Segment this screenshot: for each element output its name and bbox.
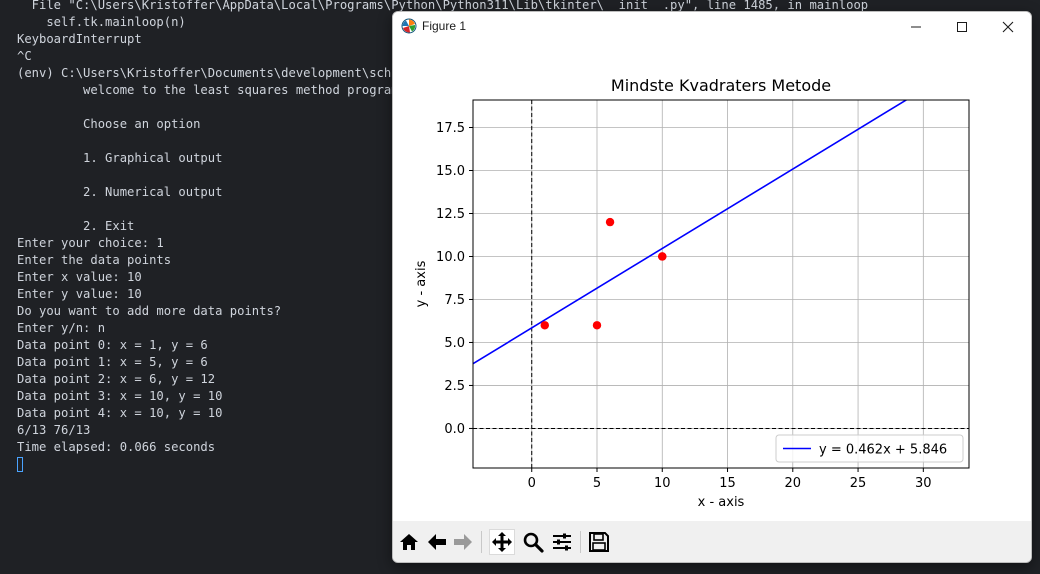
toolbar-separator bbox=[580, 531, 581, 553]
terminal-line: Data point 1: x = 5, y = 6 bbox=[17, 355, 208, 369]
axes-frame bbox=[472, 99, 970, 469]
back-button[interactable] bbox=[424, 529, 450, 555]
chart-svg: 0 5 10 15 20 25 30 0.0 2.5 5.0 7.5 10.0 12.5 15.0 17.5… bbox=[414, 76, 970, 510]
terminal-line: Do you want to add more data points? bbox=[17, 304, 282, 318]
terminal-line: Data point 2: x = 6, y = 12 bbox=[17, 372, 216, 386]
maximize-icon bbox=[957, 21, 967, 32]
terminal-line: KeyboardInterrupt bbox=[17, 32, 142, 46]
x-tick-label: 0 bbox=[528, 476, 536, 491]
close-button[interactable] bbox=[985, 12, 1031, 41]
y-tick-label: 12.5 bbox=[436, 207, 465, 222]
window-titlebar[interactable]: Figure 1 bbox=[393, 12, 1031, 41]
arrow-right-icon bbox=[454, 534, 472, 550]
data-point bbox=[605, 217, 615, 227]
terminal-line: (env) C:\Users\Kristoffer\Documents\deve… bbox=[17, 66, 414, 80]
terminal-line: Enter the data points bbox=[17, 253, 172, 267]
configure-subplots-button[interactable] bbox=[549, 529, 575, 555]
terminal-line: Data point 3: x = 10, y = 10 bbox=[17, 389, 223, 403]
y-tick-label: 10.0 bbox=[436, 250, 465, 265]
arrow-left-icon bbox=[428, 534, 446, 550]
legend-box bbox=[775, 434, 964, 463]
terminal-line: Time elapsed: 0.066 seconds bbox=[17, 440, 216, 454]
plot-canvas[interactable]: 0 5 10 15 20 25 30 0.0 2.5 5.0 7.5 10.0 12.5 15.0 17.5… bbox=[393, 41, 1031, 521]
terminal-line: self.tk.mainloop(n) bbox=[17, 15, 186, 29]
chart-title: Mindste Kvadraters Metode bbox=[611, 76, 831, 95]
minimize-icon bbox=[911, 26, 921, 27]
y-tick-label: 15.0 bbox=[436, 164, 465, 179]
x-tick-label: 20 bbox=[785, 476, 802, 491]
zoom-button[interactable] bbox=[520, 529, 546, 555]
terminal-line: Data point 0: x = 1, y = 6 bbox=[17, 338, 208, 352]
x-tick-label: 30 bbox=[915, 476, 932, 491]
terminal-line: Enter y/n: n bbox=[17, 321, 106, 335]
pan-button[interactable] bbox=[489, 529, 515, 555]
figure-window: Figure 1 0 5 10 15 20 25 30 0.0 2.5 5.0 7.5 10.0 12.… bbox=[392, 11, 1032, 563]
y-tick-label: 17.5 bbox=[436, 121, 465, 136]
home-icon bbox=[400, 534, 418, 550]
terminal-cursor bbox=[17, 457, 23, 472]
matplotlib-app-icon bbox=[401, 18, 417, 34]
window-title: Figure 1 bbox=[422, 19, 467, 33]
y-axis-label: y - axis bbox=[414, 260, 429, 307]
y-tick-label: 0.0 bbox=[444, 422, 465, 437]
terminal-line: 2. Numerical output bbox=[17, 185, 223, 199]
navigation-toolbar bbox=[393, 521, 1031, 562]
terminal-line: File "C:\Users\Kristoffer\AppData\Local\… bbox=[17, 0, 869, 12]
terminal-line: 2. Exit bbox=[17, 219, 135, 233]
legend-label: y = 0.462x + 5.846 bbox=[819, 443, 947, 458]
move-icon bbox=[492, 532, 512, 552]
terminal-line: Enter y value: 10 bbox=[17, 287, 142, 301]
floppy-disk-icon bbox=[589, 532, 609, 552]
terminal-line: welcome to the least squares method prog… bbox=[17, 83, 399, 97]
terminal-line: 6/13 76/13 bbox=[17, 423, 91, 437]
regression-line bbox=[473, 100, 908, 365]
toolbar-separator bbox=[481, 531, 482, 553]
x-tick-label: 5 bbox=[593, 476, 601, 491]
sliders-icon bbox=[553, 533, 571, 551]
data-point bbox=[592, 321, 602, 330]
forward-button[interactable] bbox=[450, 529, 476, 555]
data-point bbox=[658, 252, 667, 261]
x-tick-label: 15 bbox=[719, 476, 736, 491]
minimize-button[interactable] bbox=[893, 12, 939, 41]
maximize-button[interactable] bbox=[939, 12, 985, 41]
y-tick-label: 7.5 bbox=[444, 293, 465, 308]
x-axis-label: x - axis bbox=[698, 495, 745, 510]
x-tick-label: 10 bbox=[654, 476, 671, 491]
x-tick-label: 25 bbox=[850, 476, 867, 491]
save-button[interactable] bbox=[586, 529, 612, 555]
home-button[interactable] bbox=[396, 529, 422, 555]
terminal-line: Enter x value: 10 bbox=[17, 270, 142, 284]
terminal-line: Choose an option bbox=[17, 117, 201, 131]
terminal-line: ^C bbox=[17, 49, 32, 63]
close-icon bbox=[1002, 21, 1014, 32]
y-tick-label: 5.0 bbox=[444, 336, 465, 351]
terminal-line: 1. Graphical output bbox=[17, 151, 223, 165]
terminal-line: Data point 4: x = 10, y = 10 bbox=[17, 406, 223, 420]
magnifier-icon bbox=[523, 532, 544, 553]
data-point bbox=[540, 321, 549, 330]
y-tick-label: 2.5 bbox=[444, 379, 465, 394]
terminal-line: Enter your choice: 1 bbox=[17, 236, 164, 250]
